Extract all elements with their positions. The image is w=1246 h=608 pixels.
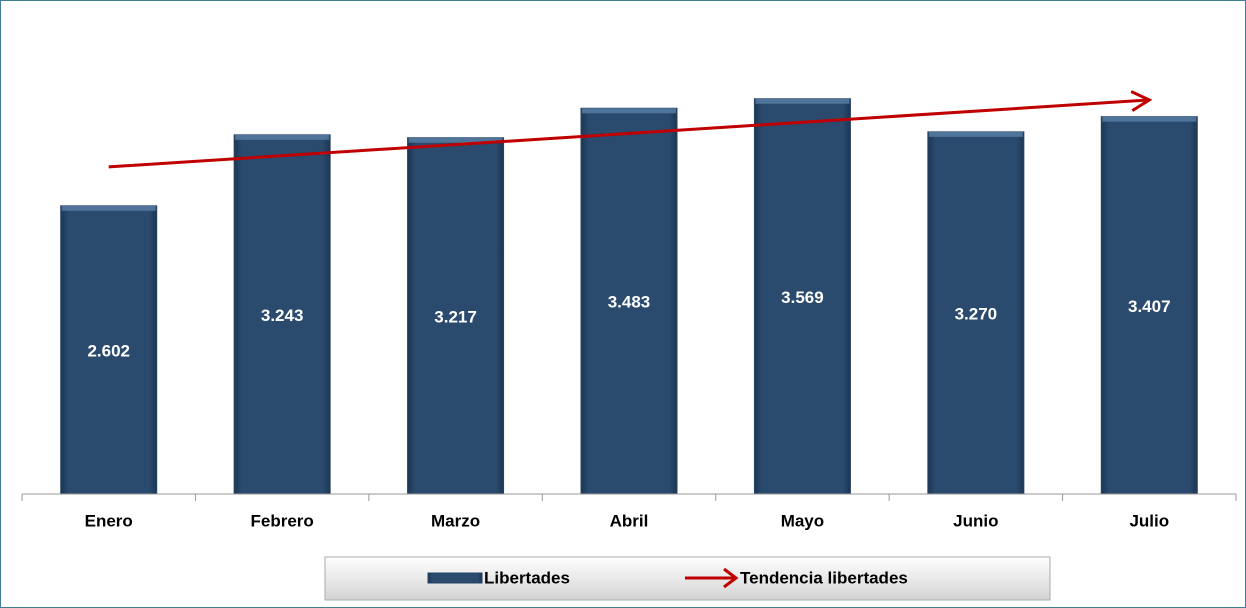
value-label: 3.569 <box>781 288 824 307</box>
x-tick-label: Febrero <box>250 511 313 530</box>
value-label: 3.217 <box>434 307 477 326</box>
value-label: 3.407 <box>1128 297 1171 316</box>
x-tick-label: Mayo <box>781 511 824 530</box>
trend-line <box>108 98 1150 169</box>
x-tick-label: Junio <box>953 511 998 530</box>
legend-swatch <box>427 572 483 584</box>
value-label: 3.270 <box>955 304 998 323</box>
value-label: 2.602 <box>87 341 130 360</box>
bar <box>927 131 1025 495</box>
legend-label: Libertades <box>484 568 570 587</box>
bar-bevel <box>582 108 676 114</box>
bar-bevel <box>755 98 850 104</box>
bar-bevel <box>61 205 156 211</box>
bar-bevel <box>408 137 503 143</box>
bar <box>407 137 505 495</box>
x-tick-label: Julio <box>1129 511 1169 530</box>
x-tick-label: Enero <box>85 511 133 530</box>
bar <box>233 134 331 495</box>
legend-label: Tendencia libertades <box>740 568 908 587</box>
trend-arrowhead <box>1130 90 1153 112</box>
value-label: 3.243 <box>261 306 304 325</box>
bar-bevel <box>235 134 330 140</box>
bar-bevel <box>1102 116 1197 122</box>
x-tick-label: Abril <box>610 511 649 530</box>
x-tick-label: Marzo <box>431 511 480 530</box>
legend-arrowhead <box>723 567 739 589</box>
bar-bevel <box>928 131 1023 137</box>
value-label: 3.483 <box>608 293 651 312</box>
